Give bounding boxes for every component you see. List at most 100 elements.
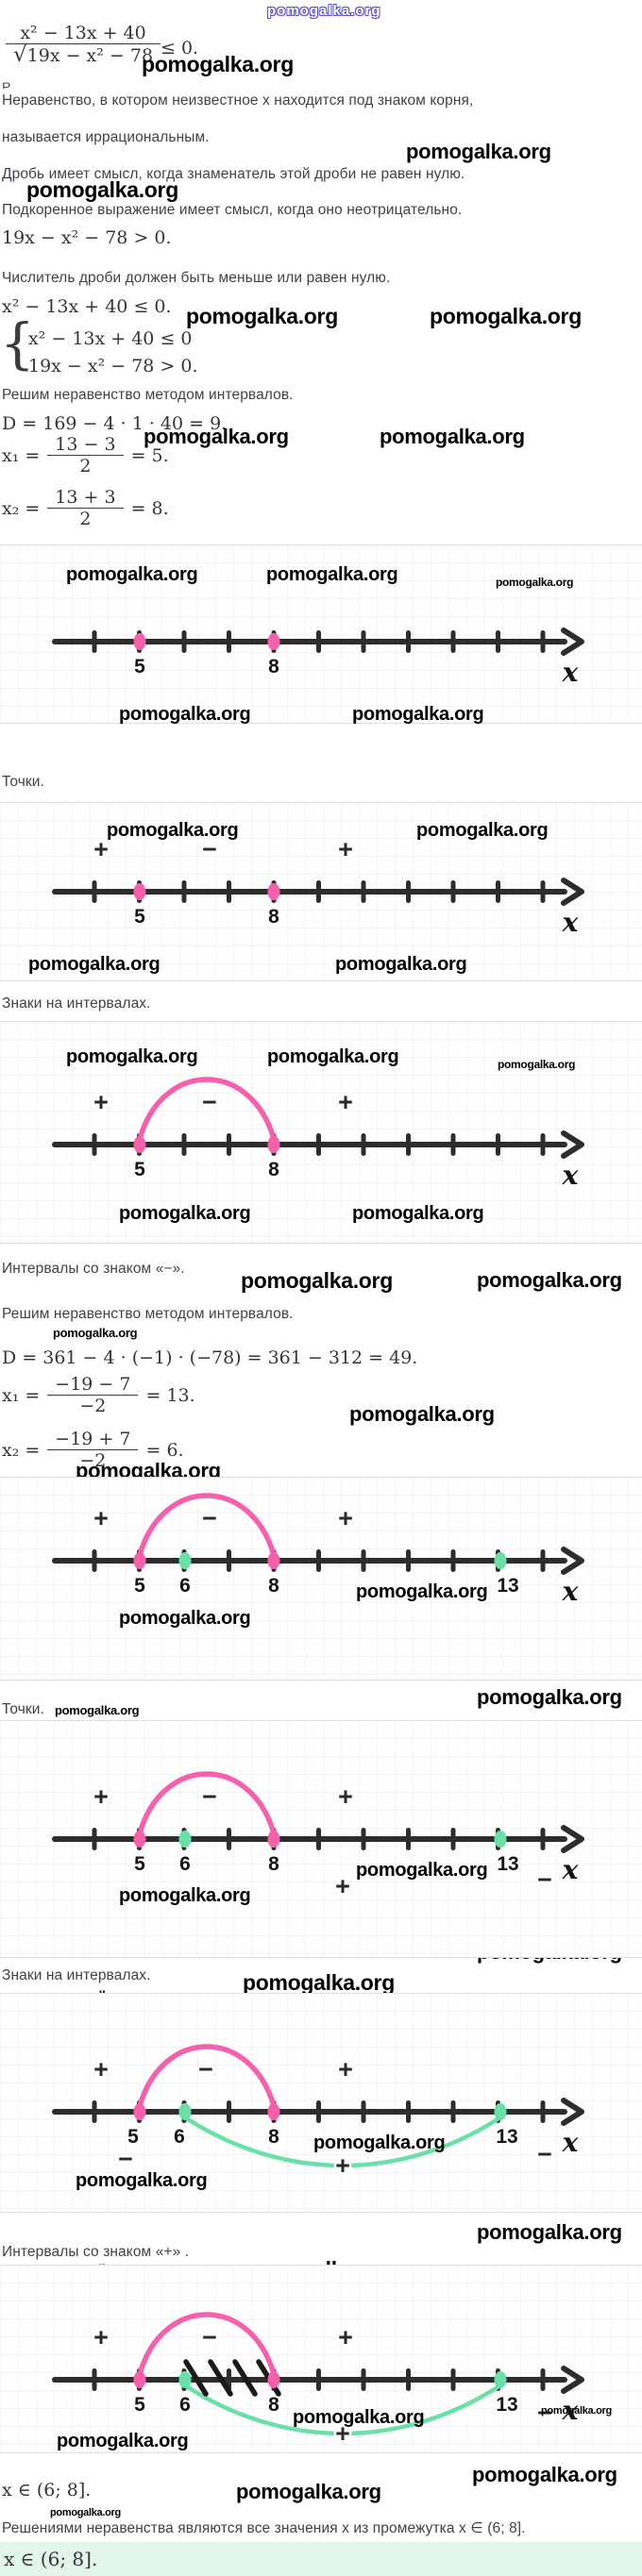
tick-mark [92,1549,97,1572]
hatch-mark [208,2359,233,2397]
sign-label: + [93,835,109,863]
sign-label: + [335,2419,350,2448]
denominator-condition: 19x − x² − 78 > 0. [2,227,172,248]
tick-mark [181,880,187,903]
axis-arrow-icon [561,1130,584,1159]
tick-mark [406,1133,411,1156]
point-label: 5 [134,1575,145,1597]
tick-mark [406,630,411,653]
sign-label: + [93,2055,109,2083]
sign-label: − [537,2399,552,2427]
tick-mark [227,630,231,653]
axis-label-x: x [562,2395,579,2426]
points-heading-2: Точки. [2,1701,44,1717]
point-dot-green [178,1552,192,1569]
watermark: pomogalka.org [76,1459,221,1482]
point-dot-pink [267,1136,280,1153]
system-row-2: 19x − x² − 78 > 0. [28,356,198,376]
grid-pattern [0,1477,642,1681]
point-dot-pink [133,1136,146,1153]
hatch-mark [183,2359,209,2397]
watermark: pomogalka.org [53,1326,138,1340]
watermark: pomogalka.org [430,304,582,328]
interval-arc-green [182,2383,503,2436]
tick-mark [450,1828,456,1850]
sign-label: − [118,2145,133,2173]
point-label: 5 [134,656,145,677]
point-dot-green [494,2103,507,2120]
tick-mark [227,1828,231,1850]
point-label: 8 [268,2394,279,2416]
watermark: pomogalka.org [352,1203,483,1224]
point-label: 5 [134,2394,145,2416]
tick-mark [540,1549,546,1572]
intervals-plus-heading: Интервалы со знаком «+» . [2,2244,190,2260]
sign-label: + [338,835,353,863]
point-dot-pink [267,633,280,650]
intervals-minus-heading: Интервалы со знаком «−». [2,1261,185,1277]
system-row-1: x² − 13x + 40 ≤ 0 [28,328,193,349]
tick-mark [316,880,321,903]
point-dot-green [178,2103,192,2120]
clipped-letter: Р [2,79,11,89]
numerator-condition-text: Числитель дроби должен быть меньше или р… [2,270,391,286]
axis-arrow-icon [561,2366,584,2394]
tick-mark [361,880,366,903]
x1-numerator: 13 − 3 [47,434,124,456]
x1b-numerator: −19 − 7 [47,1374,139,1396]
interval-arc-green [182,2115,503,2168]
watermark: pomogalka.org [243,1970,395,1995]
tick-mark [316,1828,321,1850]
sign-label: − [198,2055,213,2083]
watermark: pomogalka.org [236,2480,381,2503]
x1-lhs: x₁ = [2,444,41,466]
tick-mark [450,2100,456,2123]
sign-label: − [537,2140,552,2168]
number-line [52,2377,567,2383]
point-label: 8 [268,1575,279,1597]
tick-mark [406,1549,411,1572]
system-brace: { [0,311,35,376]
axis-label-x: x [562,1576,579,1607]
point-label: 6 [179,2394,191,2416]
axis-label-x: x [562,2127,579,2158]
number-line [52,1836,567,1842]
x1b-lhs: x₁ = [2,1384,41,1406]
grid-pattern [0,2265,642,2453]
tick-mark [227,2100,231,2123]
axis-label-x: x [562,907,579,938]
watermark: pomogalka.org [186,304,338,328]
x1b-denominator: −2 [79,1396,107,1416]
watermark: pomogalka.org [352,704,483,724]
sign-label: + [338,1782,353,1811]
point-dot-pink [133,883,146,900]
watermark: pomogalka.org [293,2407,424,2428]
tick-mark [406,2100,411,2123]
tick-mark [496,630,500,653]
interval-arc-pink [137,2044,277,2109]
watermark: pomogalka.org [50,2507,121,2518]
problem-relation: ≤ 0. [160,38,199,59]
point-label: 6 [179,1853,191,1875]
discriminant-2: D = 361 − 4 · (−1) · (−78) = 361 − 312 =… [2,1347,418,1368]
tick-mark [316,2100,321,2123]
final-answer-strip: x ∈ (6; 8]. [0,2542,642,2576]
x2b-lhs: x₂ = [2,1439,41,1461]
number-line-panel-5: 5 6 8 13 + − + + − pomogalka.org pomogalka.org x [0,1720,642,1958]
tick-mark [92,2100,97,2123]
tick-mark [406,2368,411,2391]
interval-arc-pink [137,1493,277,1558]
point-label: 5 [134,1853,145,1875]
sign-label: − [537,1865,552,1894]
tick-mark [316,1133,321,1156]
point-dot-pink [133,2103,146,2120]
point-dot-green [178,1831,192,1848]
tick-mark [450,1549,456,1572]
number-line [52,1558,567,1564]
root-x2b: x₂ = −19 + 7 −2 = 6. [2,1429,184,1471]
watermark: pomogalka.org [406,140,551,163]
final-answer: x ∈ (6; 8]. [4,2548,98,2570]
watermark: pomogalka.org [267,1046,398,1067]
tick-mark [540,2368,546,2391]
